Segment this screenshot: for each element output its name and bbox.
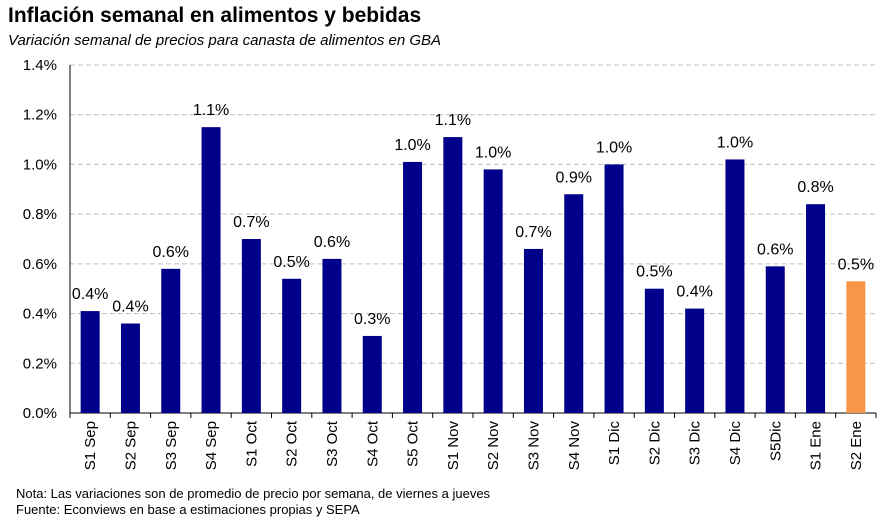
x-tick-label: S2 Dic <box>646 421 663 466</box>
x-tick-label: S4 Oct <box>364 420 381 467</box>
data-label: 1.0% <box>717 134 753 151</box>
y-tick-label: 0.0% <box>23 405 57 422</box>
data-label: 0.5% <box>838 256 874 273</box>
bar <box>644 288 664 413</box>
y-tick-label: 0.4% <box>23 306 57 323</box>
bar <box>80 311 100 413</box>
x-tick-label: S1 Ene <box>808 421 825 470</box>
data-label: 0.9% <box>556 169 592 186</box>
bar <box>725 159 745 413</box>
bar <box>806 204 826 413</box>
chart-subtitle: Variación semanal de precios para canast… <box>8 32 442 49</box>
chart-note: Nota: Las variaciones son de promedio de… <box>16 486 491 501</box>
y-tick-label: 0.6% <box>23 256 57 273</box>
bar <box>685 308 705 413</box>
x-tick-label: S2 Oct <box>284 420 301 467</box>
bar <box>362 335 382 413</box>
x-tick-label: S1 Dic <box>606 421 623 466</box>
y-tick-label: 1.2% <box>23 107 57 124</box>
x-tick-label: S1 Oct <box>243 420 260 467</box>
bar <box>322 258 342 413</box>
bar <box>523 248 543 413</box>
bar <box>241 239 261 413</box>
x-tick-label: S4 Sep <box>203 421 220 470</box>
y-tick-label: 1.0% <box>23 156 57 173</box>
data-label: 1.1% <box>435 112 471 129</box>
x-tick-label: S3 Sep <box>163 421 180 470</box>
x-tick-label: S5 Oct <box>405 420 422 467</box>
x-tick-label: S2 Ene <box>848 421 865 470</box>
bar <box>443 137 463 414</box>
data-label: 0.3% <box>354 311 390 328</box>
bar-chart: 0.0% 0.2% 0.4% 0.6% 0.8% 1.0% 1.2% 1.4% 0.4% S1 S… <box>23 57 877 471</box>
y-tick-label: 1.4% <box>23 57 57 74</box>
data-label: 0.8% <box>797 179 833 196</box>
x-tick-label: S1 Nov <box>445 421 462 471</box>
x-tick-label: S4 Dic <box>727 421 744 466</box>
x-tick-label: S2 Sep <box>122 421 139 470</box>
data-label: 0.4% <box>72 286 108 303</box>
x-tick-label: S3 Oct <box>324 420 341 467</box>
data-label: 0.4% <box>676 284 712 301</box>
x-tick-label: S1 Sep <box>82 421 99 470</box>
data-label: 0.6% <box>153 244 189 261</box>
bar <box>564 194 584 413</box>
x-tick-label: S3 Nov <box>525 421 542 471</box>
bar <box>846 281 866 413</box>
y-tick-label: 0.2% <box>23 355 57 372</box>
x-tick-label: S4 Nov <box>566 421 583 471</box>
y-tick-label: 0.8% <box>23 206 57 223</box>
bar <box>604 164 624 413</box>
data-label: 1.0% <box>394 137 430 154</box>
data-label: 0.6% <box>757 241 793 258</box>
bar <box>403 161 423 413</box>
data-label: 0.7% <box>515 224 551 241</box>
bar <box>201 127 221 414</box>
data-label: 0.4% <box>112 299 148 316</box>
bar <box>765 266 785 413</box>
data-label: 0.7% <box>233 214 269 231</box>
data-label: 1.1% <box>193 102 229 119</box>
chart-source: Fuente: Econviews en base a estimaciones… <box>16 502 360 517</box>
x-tick-label: S3 Dic <box>687 421 704 466</box>
chart-title: Inflación semanal en alimentos y bebidas <box>8 4 422 27</box>
bar <box>483 169 503 413</box>
data-label: 0.5% <box>273 254 309 271</box>
data-label: 1.0% <box>596 139 632 156</box>
bar <box>282 278 302 413</box>
bar <box>161 268 181 413</box>
bar <box>120 323 140 413</box>
data-label: 0.6% <box>314 234 350 251</box>
x-tick-label: S5Dic <box>767 421 784 462</box>
data-label: 1.0% <box>475 144 511 161</box>
data-label: 0.5% <box>636 264 672 281</box>
x-tick-label: S2 Nov <box>485 421 502 471</box>
